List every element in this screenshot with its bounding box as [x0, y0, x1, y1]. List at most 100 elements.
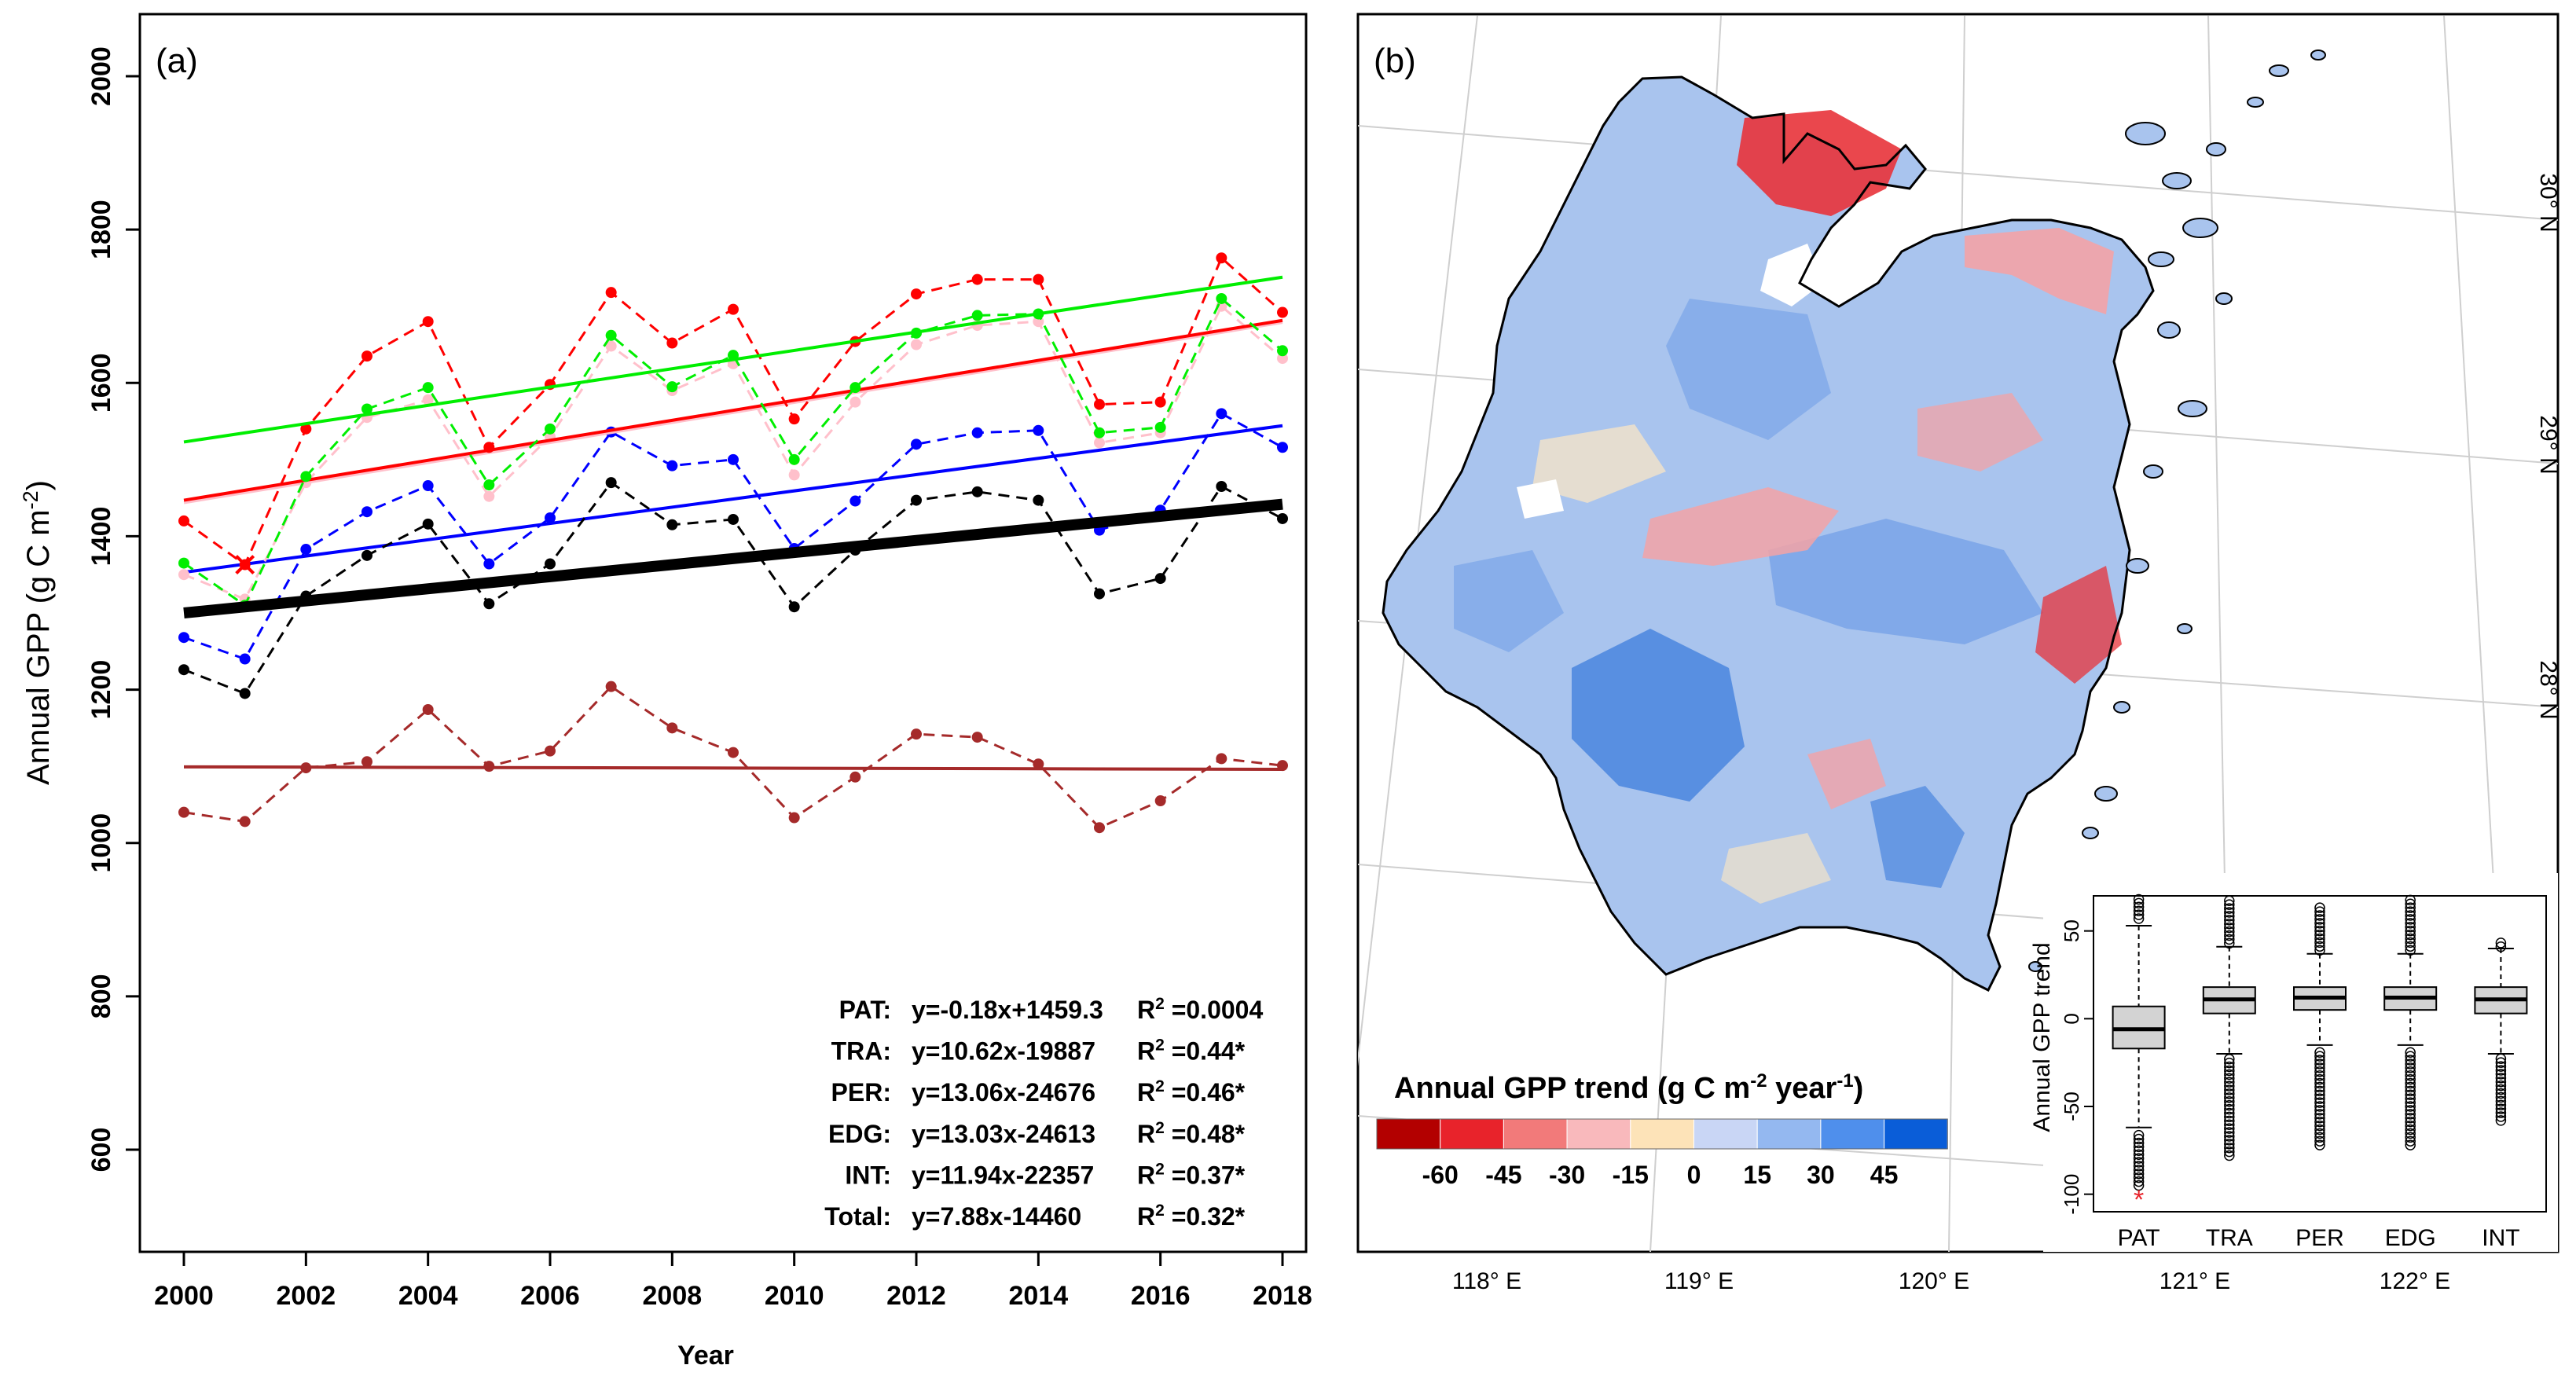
point-per [605, 340, 617, 352]
outlier-tra [2224, 1119, 2235, 1130]
legend-swatch [1820, 1118, 1885, 1150]
outlier-pat [2133, 1172, 2145, 1183]
outlier-per [2314, 1066, 2325, 1077]
province-outline [1382, 75, 2155, 993]
point-tra [1216, 408, 1227, 420]
longitude-label: 118° E [1452, 1268, 1521, 1294]
latitude-label: 29° N [2535, 415, 2561, 474]
panel-a-label: (a) [156, 42, 198, 80]
island [2126, 558, 2149, 574]
outlier-edg [2405, 1105, 2416, 1116]
r2-value: =0.0004 [1165, 996, 1264, 1024]
longitude-label: 121° E [2160, 1268, 2230, 1294]
x-tick-label: 2016 [1131, 1281, 1191, 1311]
outlier-tra [2224, 1092, 2235, 1103]
outlier-pat [2133, 1176, 2145, 1187]
x-tick-label: 2004 [398, 1281, 458, 1311]
outlier-int [2495, 1069, 2507, 1080]
outlier-per [2314, 902, 2325, 913]
outlier-tra [2224, 1107, 2235, 1119]
outlier-tra [2224, 1065, 2235, 1077]
legend-swatch [1440, 1118, 1504, 1150]
y-tick-label: 2000 [86, 46, 116, 106]
y-tick-label: 1600 [86, 353, 116, 413]
map-region [1917, 393, 2043, 472]
outlier-edg [2405, 902, 2416, 913]
island [2247, 97, 2264, 108]
x-tick-label: 2008 [643, 1281, 703, 1311]
point-total [1154, 573, 1166, 585]
point-int [361, 403, 372, 415]
inset-y-tick-label: -100 [2060, 1174, 2083, 1215]
point-int [422, 382, 434, 394]
point-per [178, 569, 189, 581]
outlier-per [2314, 1109, 2325, 1120]
point-edg [361, 350, 372, 362]
outlier-int [2495, 1065, 2507, 1076]
island [2125, 122, 2166, 145]
point-edg [728, 303, 739, 315]
island [2310, 50, 2326, 61]
point-pat [178, 806, 189, 818]
point-edg [666, 337, 678, 349]
r2-sup: 2 [1155, 1202, 1165, 1220]
r2-value: =0.37* [1165, 1161, 1246, 1189]
outlier-edg [2405, 1070, 2416, 1081]
outlier-per [2314, 925, 2325, 937]
point-int [971, 310, 983, 321]
r2-sup: 2 [1155, 1160, 1165, 1178]
point-per [1216, 300, 1227, 312]
legend-swatch [1566, 1118, 1631, 1150]
island [2148, 251, 2174, 267]
point-total [1277, 512, 1288, 524]
outlier-tra [2224, 926, 2235, 938]
outlier-edg [2405, 1062, 2416, 1073]
outlier-per [2314, 1097, 2325, 1108]
outlier-edg [2405, 1093, 2416, 1104]
legend-equation: y=11.94x-22357 [912, 1161, 1094, 1189]
point-int [728, 350, 739, 361]
outlier-int [2495, 938, 2507, 949]
legend-tick-label: 30 [1807, 1161, 1835, 1189]
outlier-edg [2405, 1120, 2416, 1132]
outlier-per [2314, 1124, 2325, 1136]
outlier-edg [2405, 1139, 2416, 1150]
x-tick-label: 2006 [520, 1281, 580, 1311]
outlier-tra [2224, 907, 2235, 918]
outlier-per [2314, 1073, 2325, 1085]
r2-prefix: R [1137, 1078, 1155, 1106]
outlier-per [2314, 1051, 2325, 1062]
latitude-label: 28° N [2535, 660, 2561, 719]
map-region [1807, 739, 1886, 809]
outlier-per [2314, 1047, 2325, 1058]
island [2143, 464, 2163, 479]
map-region [1642, 487, 1839, 566]
r2-sup: 2 [1155, 1077, 1165, 1095]
point-edg [1154, 396, 1166, 408]
point-pat [728, 747, 739, 758]
point-pat [1277, 760, 1288, 772]
island [2215, 292, 2233, 305]
outlier-pat [2133, 1157, 2145, 1168]
outlier-per [2314, 1128, 2325, 1139]
outlier-per [2314, 1093, 2325, 1104]
legend-label: EDG: [828, 1120, 891, 1148]
outlier-pat [2133, 897, 2145, 909]
point-pat [239, 816, 251, 827]
point-int [1033, 308, 1044, 320]
outlier-tra [2224, 903, 2235, 914]
r2-sup: 2 [1155, 1037, 1165, 1055]
outlier-edg [2405, 914, 2416, 925]
inset-y-tick-label: 50 [2060, 919, 2083, 942]
outlier-per [2314, 929, 2325, 941]
point-total [1216, 481, 1227, 493]
point-edg [422, 316, 434, 328]
point-edg [1094, 398, 1105, 410]
r2-value: =0.44* [1165, 1037, 1246, 1066]
outlier-per [2314, 1062, 2325, 1073]
outlier-edg [2405, 1055, 2416, 1066]
outlier-tra [2224, 930, 2235, 941]
map-region [1965, 228, 2114, 314]
point-total [545, 558, 556, 570]
